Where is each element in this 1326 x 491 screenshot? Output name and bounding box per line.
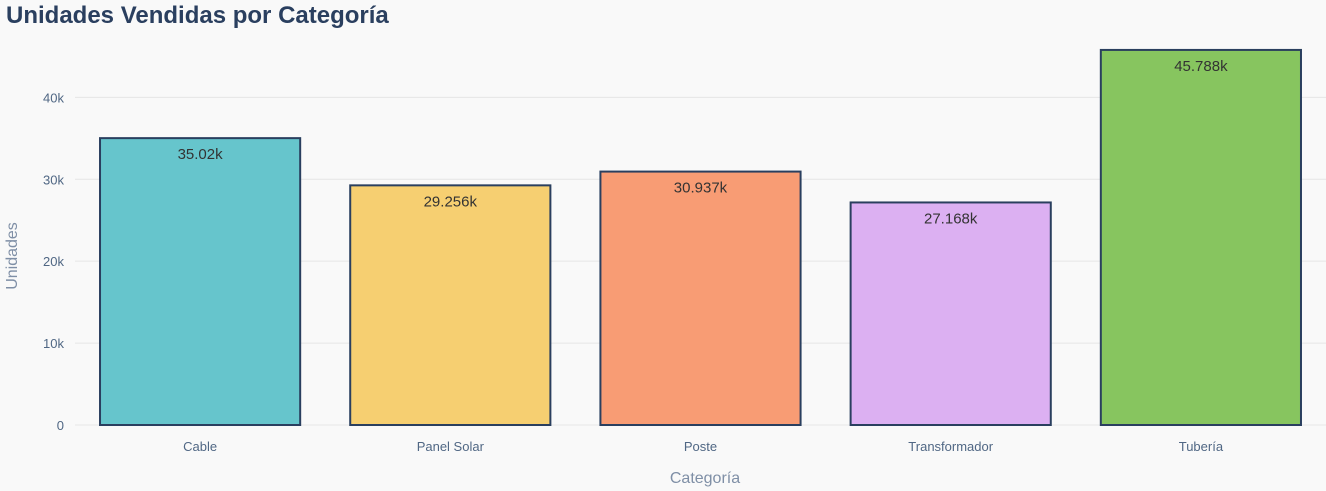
y-tick-label: 40k — [43, 90, 64, 105]
bar[interactable] — [599, 170, 802, 426]
x-tick-label: Cable — [183, 439, 217, 454]
bar[interactable] — [849, 201, 1052, 426]
bars — [99, 48, 1302, 427]
bar-value-label: 29.256k — [424, 193, 478, 210]
y-axis-title: Unidades — [4, 222, 21, 290]
y-tick-label: 0 — [57, 418, 64, 433]
x-tick-label: Tubería — [1179, 439, 1224, 454]
bar[interactable] — [99, 137, 302, 427]
bar[interactable] — [349, 184, 552, 426]
x-axis-title: Categoría — [670, 470, 740, 487]
bar[interactable] — [1099, 48, 1302, 427]
y-tick-label: 20k — [43, 254, 64, 269]
chart-title: Unidades Vendidas por Categoría — [6, 2, 389, 29]
x-axis-ticks: Cable Panel Solar Poste Transformador Tuberí… — [183, 439, 1224, 454]
x-tick-label: Transformador — [908, 439, 993, 454]
data-labels: 35.02k 29.256k 30.937k 27.168k 45.788k — [178, 58, 1229, 228]
x-tick-label: Panel Solar — [417, 439, 485, 454]
x-tick-label: Poste — [684, 439, 717, 454]
y-tick-label: 10k — [43, 336, 64, 351]
bar-value-label: 27.168k — [924, 210, 978, 227]
bar-value-label: 30.937k — [674, 180, 728, 197]
y-tick-label: 30k — [43, 172, 64, 187]
bar-value-label: 45.788k — [1174, 58, 1228, 75]
y-axis-ticks: 0 10k 20k 30k 40k — [43, 90, 64, 433]
bar-value-label: 35.02k — [178, 146, 224, 163]
